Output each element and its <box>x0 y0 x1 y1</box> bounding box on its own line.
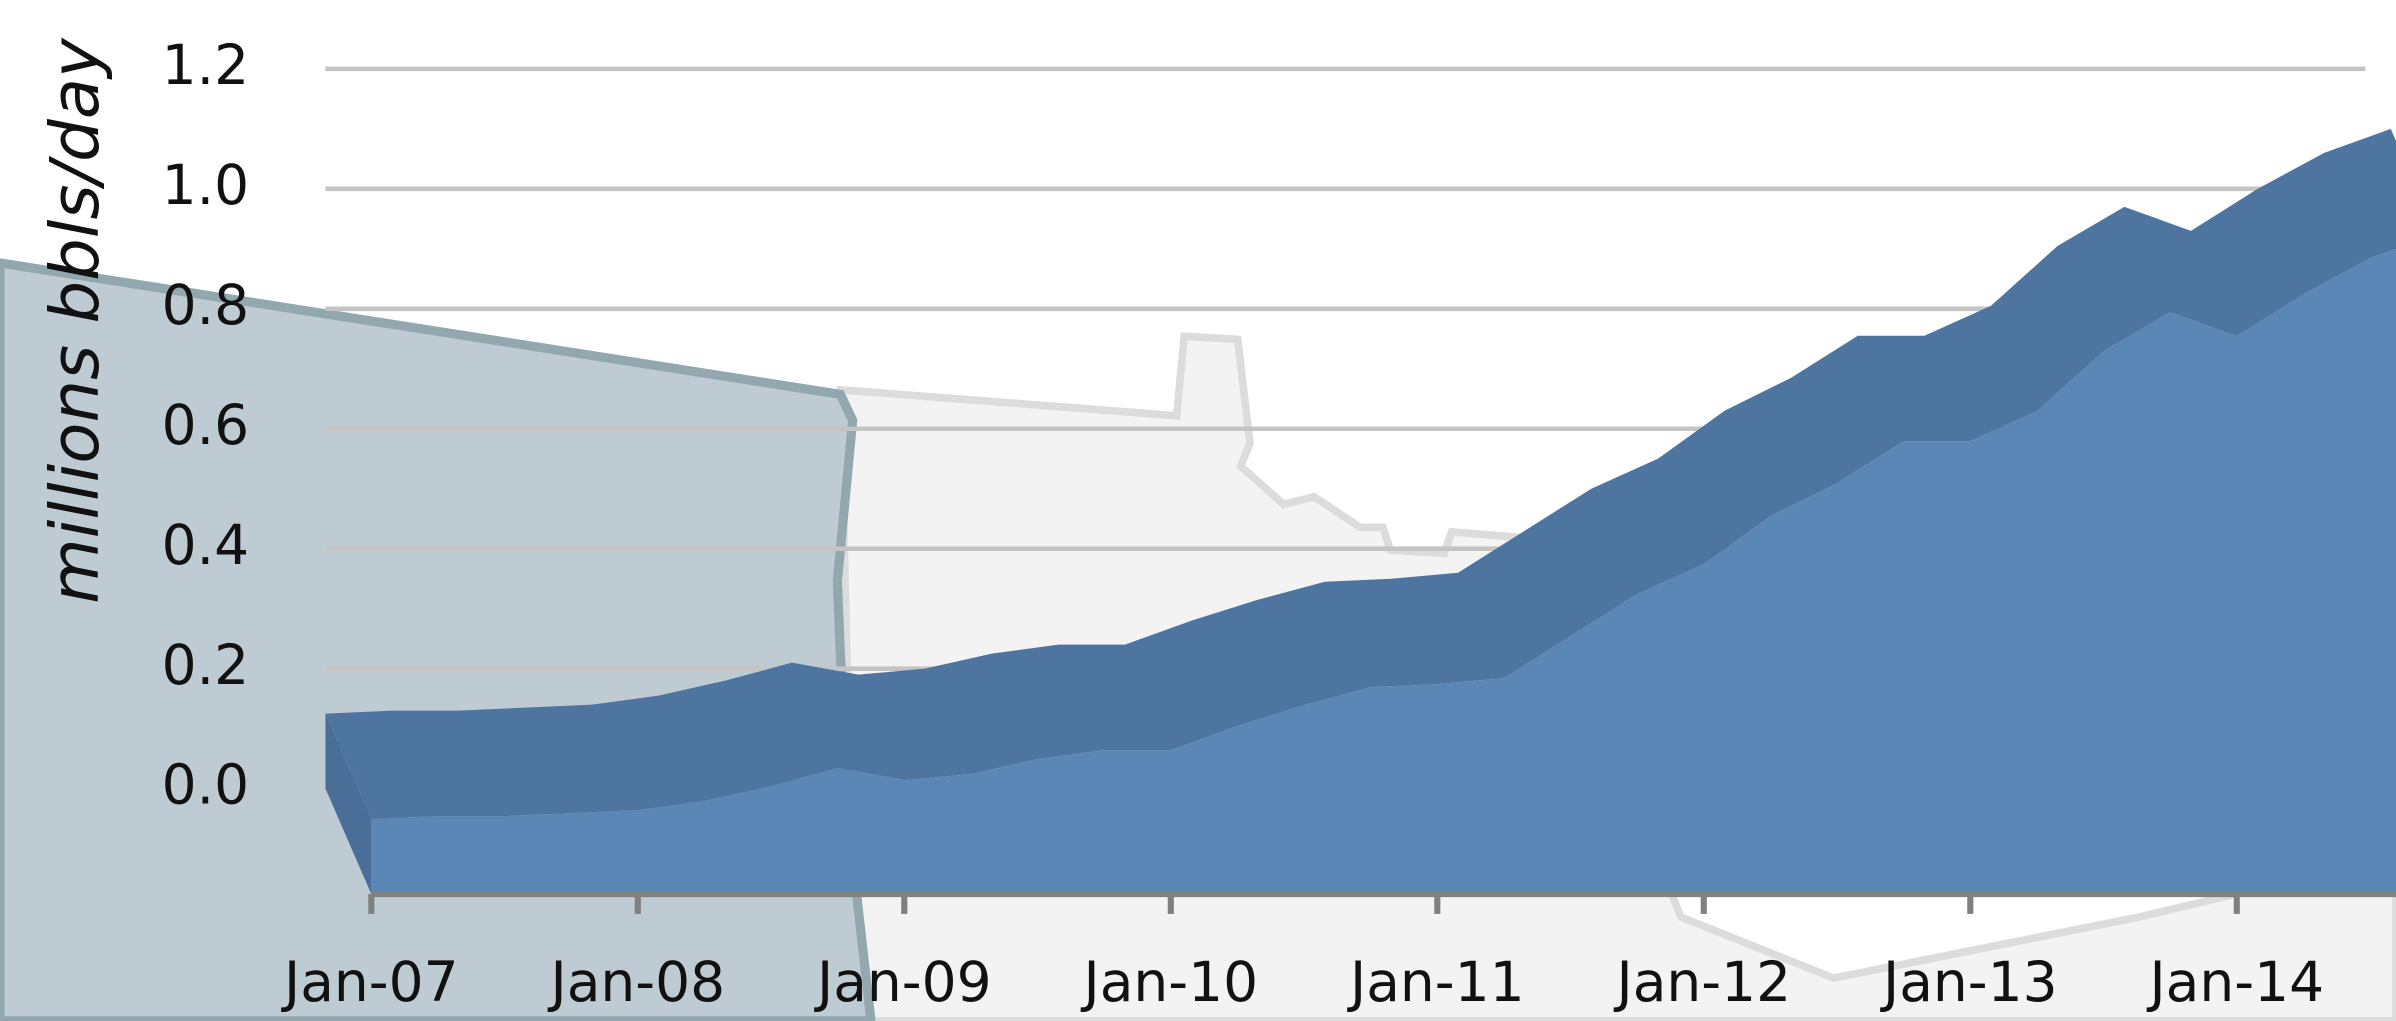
x-tick-label: Jan-11 <box>1347 950 1525 1014</box>
x-tick-label: Jan-12 <box>1613 950 1791 1014</box>
x-tick-label: Jan-14 <box>2146 950 2324 1014</box>
x-tick-label: Jan-08 <box>548 950 726 1014</box>
x-tick-label: Jan-10 <box>1080 950 1258 1014</box>
y-tick-label: 0.8 <box>162 273 249 337</box>
map-region <box>0 258 876 1021</box>
x-tick-label: Jan-07 <box>281 950 459 1014</box>
plot <box>325 128 2396 895</box>
x-tick-label: Jan-09 <box>814 950 992 1014</box>
y-tick-label: 0.2 <box>162 633 249 697</box>
y-tick-label: 1.2 <box>162 33 249 97</box>
area-front <box>371 248 2396 895</box>
x-tick-label: Jan-13 <box>1880 950 2058 1014</box>
axes: 0.0 0.2 0.4 0.6 0.8 1.0 1.2 Jan-07 Jan-08 Jan-09 J… <box>162 33 2396 1014</box>
y-tick-label: 0.0 <box>162 753 249 817</box>
y-tick-label: 0.4 <box>162 513 249 577</box>
area-side <box>325 713 372 895</box>
y-tick-label: 0.6 <box>162 393 249 457</box>
y-axis-label: millions bbls/day <box>36 37 114 604</box>
area-top <box>325 128 2396 820</box>
y-tick-label: 1.0 <box>162 153 249 217</box>
